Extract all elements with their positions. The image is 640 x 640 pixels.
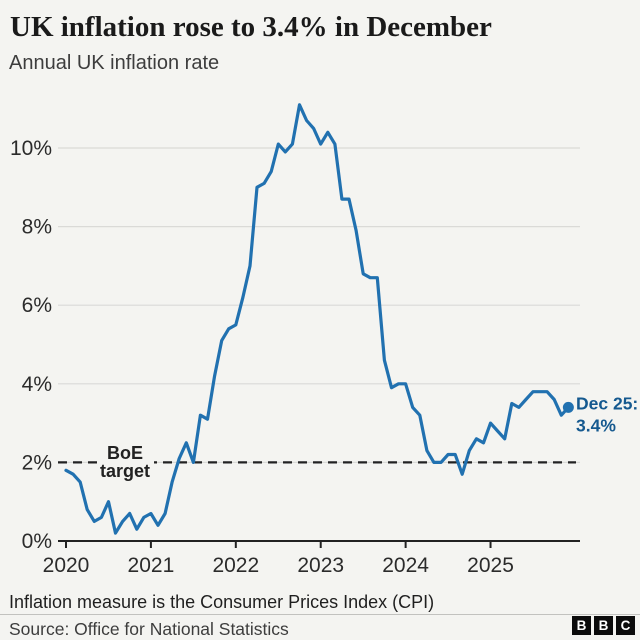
inflation-line-chart: 0% 2% 4% 6% 8% 10% 2020 2021 2022 2023 2024 2025 BoE… — [10, 103, 638, 577]
bbc-logo-letter-b2: B — [594, 616, 613, 635]
boe-target-label-line1: BoE — [107, 443, 143, 463]
chart-subtitle: Annual UK inflation rate — [9, 52, 220, 74]
bbc-logo-letter-b1: B — [572, 616, 591, 635]
page-title: UK inflation rose to 3.4% in December — [10, 11, 492, 43]
x-axis-label-2022: 2022 — [212, 554, 259, 577]
y-axis-label-0pct: 0% — [22, 530, 52, 553]
latest-value-dot — [562, 401, 574, 413]
y-axis-label-2pct: 2% — [22, 451, 52, 474]
x-axis-label-2023: 2023 — [297, 554, 344, 577]
annotation-value-label: 3.4% — [576, 415, 616, 435]
annotation-date-label: Dec 25: — [576, 393, 638, 413]
boe-target-label-line2: target — [100, 461, 150, 481]
y-axis-label-8pct: 8% — [22, 216, 52, 239]
bbc-logo: B B C — [572, 616, 635, 635]
footer-divider — [0, 614, 640, 615]
inflation-series-line — [64, 103, 571, 535]
x-axis-label-2025: 2025 — [467, 554, 514, 577]
x-axis-label-2020: 2020 — [43, 554, 90, 577]
source-text: Source: Office for National Statistics — [9, 619, 289, 639]
y-axis-label-10pct: 10% — [10, 137, 52, 160]
y-axis-label-6pct: 6% — [22, 294, 52, 317]
bbc-logo-letter-c: C — [616, 616, 635, 635]
boe-target-label-bg — [97, 443, 154, 479]
y-axis-label-4pct: 4% — [22, 373, 52, 396]
chart-footnote: Inflation measure is the Consumer Prices… — [9, 592, 435, 612]
x-axis-label-2021: 2021 — [128, 554, 175, 577]
x-axis-label-2024: 2024 — [382, 554, 429, 577]
